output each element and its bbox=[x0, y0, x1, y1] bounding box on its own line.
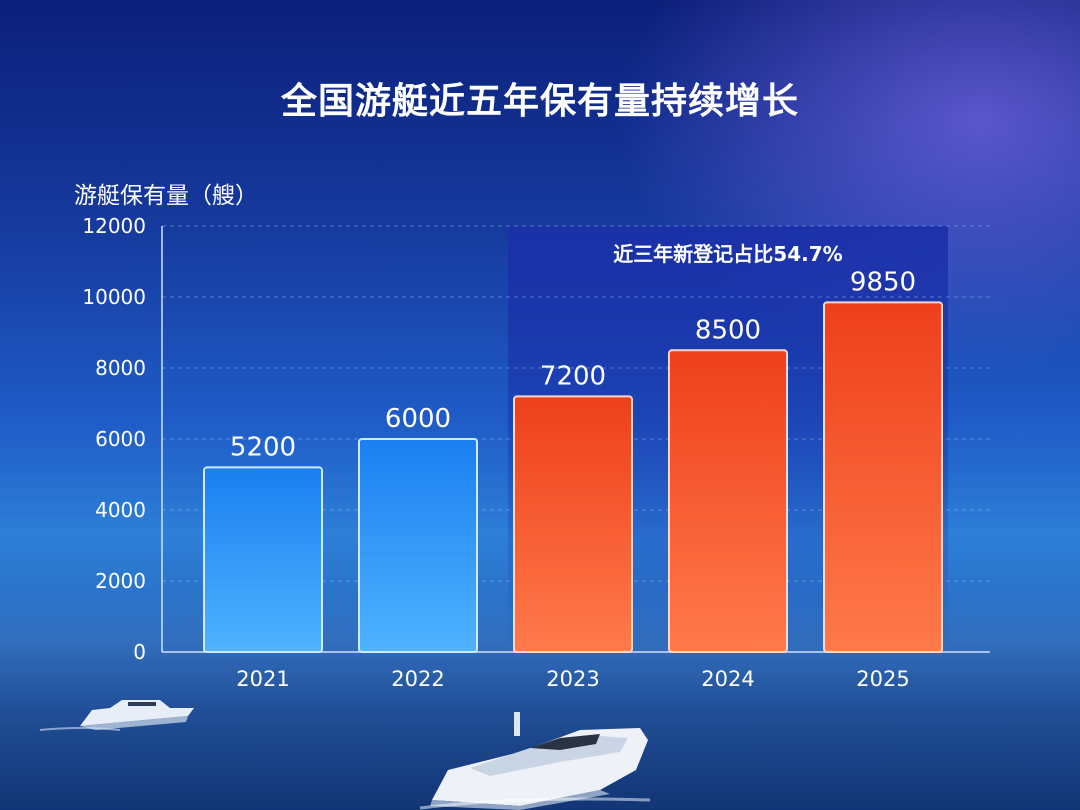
bar-2022 bbox=[358, 438, 478, 653]
bar-2025 bbox=[823, 301, 943, 653]
y-tick-label: 12000 bbox=[82, 214, 146, 238]
y-axis-label: 游艇保有量（艘） bbox=[74, 183, 258, 209]
large-yacht-icon bbox=[419, 712, 651, 810]
value-label-2025: 9850 bbox=[850, 267, 916, 297]
y-tick-label: 8000 bbox=[95, 356, 146, 380]
small-yacht-icon bbox=[39, 700, 194, 731]
y-tick-label: 2000 bbox=[95, 569, 146, 593]
y-tick-label: 6000 bbox=[95, 427, 146, 451]
value-label-2021: 5200 bbox=[230, 432, 296, 462]
value-label-2023: 7200 bbox=[540, 361, 606, 391]
bar-2021 bbox=[203, 466, 323, 653]
bar-2024 bbox=[668, 349, 788, 653]
x-tick-label-2023: 2023 bbox=[546, 667, 599, 691]
y-tick-label: 10000 bbox=[82, 285, 146, 309]
value-label-2022: 6000 bbox=[385, 404, 451, 434]
x-tick-label-2022: 2022 bbox=[391, 667, 444, 691]
x-tick-label-2024: 2024 bbox=[701, 667, 754, 691]
chart-title: 全国游艇近五年保有量持续增长 bbox=[280, 81, 799, 122]
bar-2023 bbox=[513, 395, 633, 653]
value-label-2024: 8500 bbox=[695, 315, 761, 345]
annotation-label: 近三年新登记占比54.7% bbox=[613, 242, 842, 266]
x-tick-label-2025: 2025 bbox=[856, 667, 909, 691]
y-tick-label: 4000 bbox=[95, 498, 146, 522]
x-tick-label-2021: 2021 bbox=[236, 667, 289, 691]
y-tick-label: 0 bbox=[133, 640, 146, 664]
